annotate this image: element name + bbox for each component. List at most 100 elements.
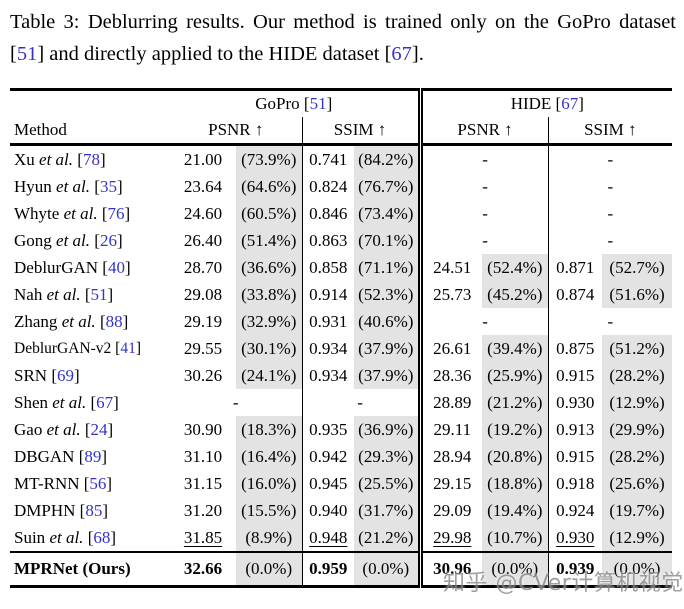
hide_ssim-error-reduction: (12.9%) [602,524,673,552]
hide_ssim-error-reduction: (51.2%) [602,335,673,362]
hide_psnr-value: 29.98 [417,524,483,552]
gopro_psnr-value-text: 31.10 [183,446,223,466]
gopro_ssim-error-reduction: (76.7%) [354,173,421,200]
table-row: DeblurGAN [40] 28.70 (36.6%) 0.858 (71.1%) 24… [10,254,673,281]
gopro_psnr-value: 31.20 [170,497,236,524]
citation-link[interactable]: 51 [90,284,108,304]
hide_psnr-value-text: 24.51 [433,257,472,277]
hide_psnr-value: 29.11 [417,416,483,443]
gopro_psnr-value-text: 26.40 [183,230,223,250]
header-group-hide: HIDE [67] [417,89,673,117]
gopro_ssim-value-text: 0.945 [309,473,348,493]
gopro_ssim-error-reduction: (0.0%) [354,551,421,588]
citation-link[interactable]: 24 [90,419,108,439]
citation-link[interactable]: 56 [89,473,107,493]
citation-link[interactable]: 67 [391,43,412,66]
gopro_ssim-error-reduction: (29.3%) [354,443,421,470]
gopro_ssim-value-text: 0.914 [309,284,348,304]
gopro_ssim-value: 0.824 [301,173,354,200]
method-cell: DeblurGAN [40] [14,257,131,277]
gopro_ssim-value: 0.741 [301,144,354,173]
citation-link[interactable]: 69 [56,365,74,385]
citation-link[interactable]: 68 [93,527,111,547]
hide_ssim-value-text: 0.918 [556,473,595,493]
citation-link[interactable]: 78 [82,149,100,169]
gopro_psnr-error-reduction: (16.4%) [236,443,302,470]
table-row: SRN [69] 30.26 (24.1%) 0.934 (37.9%) 28.36 (25… [10,362,673,389]
citation-link[interactable]: 85 [85,500,103,520]
gopro_ssim-value: 0.942 [301,443,354,470]
citation-link[interactable]: 40 [107,257,125,277]
header-empty-cell [10,90,170,118]
hide_psnr-missing: - [417,200,549,227]
citation-link[interactable]: 51 [16,43,38,66]
gopro_psnr-value: 31.85 [170,524,236,552]
gopro_ssim-value-text: 0.959 [309,559,348,578]
gopro_psnr-value: 30.26 [170,362,236,389]
hide_psnr-value-text: 28.94 [433,446,472,466]
gopro_psnr-value-text: 30.90 [183,419,223,439]
gopro_ssim-error-reduction: (40.6%) [354,308,421,335]
gopro_ssim-value: 0.858 [301,254,354,281]
hide_psnr-error-reduction: (0.0%) [482,551,549,588]
hide_ssim-error-reduction: (28.2%) [602,362,673,389]
hide_ssim-value-text: 0.871 [556,257,595,277]
method-cell: Whyte et al. [76] [14,203,131,223]
hide_psnr-value: 25.73 [417,281,483,308]
gopro_psnr-error-reduction: (32.9%) [236,308,302,335]
gopro_psnr-value: 24.60 [170,200,236,227]
citation-link[interactable]: 88 [105,311,123,331]
method-cell: SRN [69] [14,365,80,385]
hide_ssim-error-reduction: (0.0%) [602,551,673,588]
citation-link[interactable]: 67 [96,392,114,412]
citation-link[interactable]: 67 [561,94,579,113]
hide_ssim-value: 0.875 [547,335,603,362]
gopro_ssim-value-text: 0.935 [309,419,348,439]
citation-link[interactable]: 76 [107,203,125,223]
hide_ssim-missing: - [547,227,673,254]
citation-link[interactable]: 89 [84,446,102,466]
gopro_ssim-value-text: 0.934 [309,338,348,358]
table-header: GoPro [51] HIDE [67] Method PSNR ↑ SSIM … [10,89,673,146]
gopro_psnr-error-reduction: (36.6%) [236,254,302,281]
gopro_psnr-error-reduction: (30.1%) [236,335,302,362]
citation-link[interactable]: 51 [309,94,327,113]
gopro_ssim-value: 0.934 [301,362,354,389]
citation-link[interactable]: 41 [120,339,136,357]
method-cell: Zhang et al. [88] [14,311,129,331]
method-cell: Shen et al. [67] [14,392,119,412]
gopro_psnr-error-reduction: (15.5%) [236,497,302,524]
method-cell: MPRNet (Ours) [10,551,170,588]
hide_psnr-value: 26.61 [417,335,483,362]
gopro_ssim-error-reduction: (73.4%) [354,200,421,227]
table-caption: Table 3: Deblurring results. Our method … [10,11,676,66]
table-row: MPRNet (Ours) 32.66 (0.0%) 0.959 (0.0%) 30.96… [10,551,673,588]
table-row: Gao et al. [24] 30.90 (18.3%) 0.935 (36.9%) 2… [10,416,673,443]
hide_psnr-value-text: 26.61 [433,338,472,358]
gopro_psnr-value: 30.90 [170,416,236,443]
citation-link[interactable]: 35 [99,176,117,196]
gopro_psnr-value-text: 32.66 [183,559,223,578]
hide_psnr-error-reduction: (19.4%) [482,497,549,524]
hide_ssim-value-text: 0.875 [556,338,595,358]
gopro_psnr-error-reduction: (24.1%) [236,362,302,389]
gopro_psnr-error-reduction: (18.3%) [236,416,302,443]
gopro_ssim-value: 0.945 [301,470,354,497]
hide_ssim-value-text: 0.915 [556,365,595,385]
hide_ssim-missing: - [547,200,673,227]
gopro_psnr-value-text: 30.26 [183,365,223,385]
table-row: DeblurGAN-v2 [41] 29.55 (30.1%) 0.934 (37.9%… [10,335,673,362]
hide_psnr-missing: - [417,144,549,173]
gopro_psnr-error-reduction: (60.5%) [236,200,302,227]
header-hide-ssim: SSIM ↑ [547,117,673,146]
gopro_psnr-error-reduction: (73.9%) [236,144,302,173]
gopro_psnr-value: 28.70 [170,254,236,281]
citation-link[interactable]: 26 [99,230,117,250]
hide_psnr-value-text: 29.15 [433,473,472,493]
gopro_psnr-error-reduction: (51.4%) [236,227,302,254]
gopro_ssim-value-text: 0.948 [309,527,348,547]
header-gopro-ssim: SSIM ↑ [301,117,421,146]
method-cell: DMPHN [85] [14,500,108,520]
gopro_ssim-missing: - [301,389,421,416]
hide_psnr-error-reduction: (10.7%) [482,524,549,552]
